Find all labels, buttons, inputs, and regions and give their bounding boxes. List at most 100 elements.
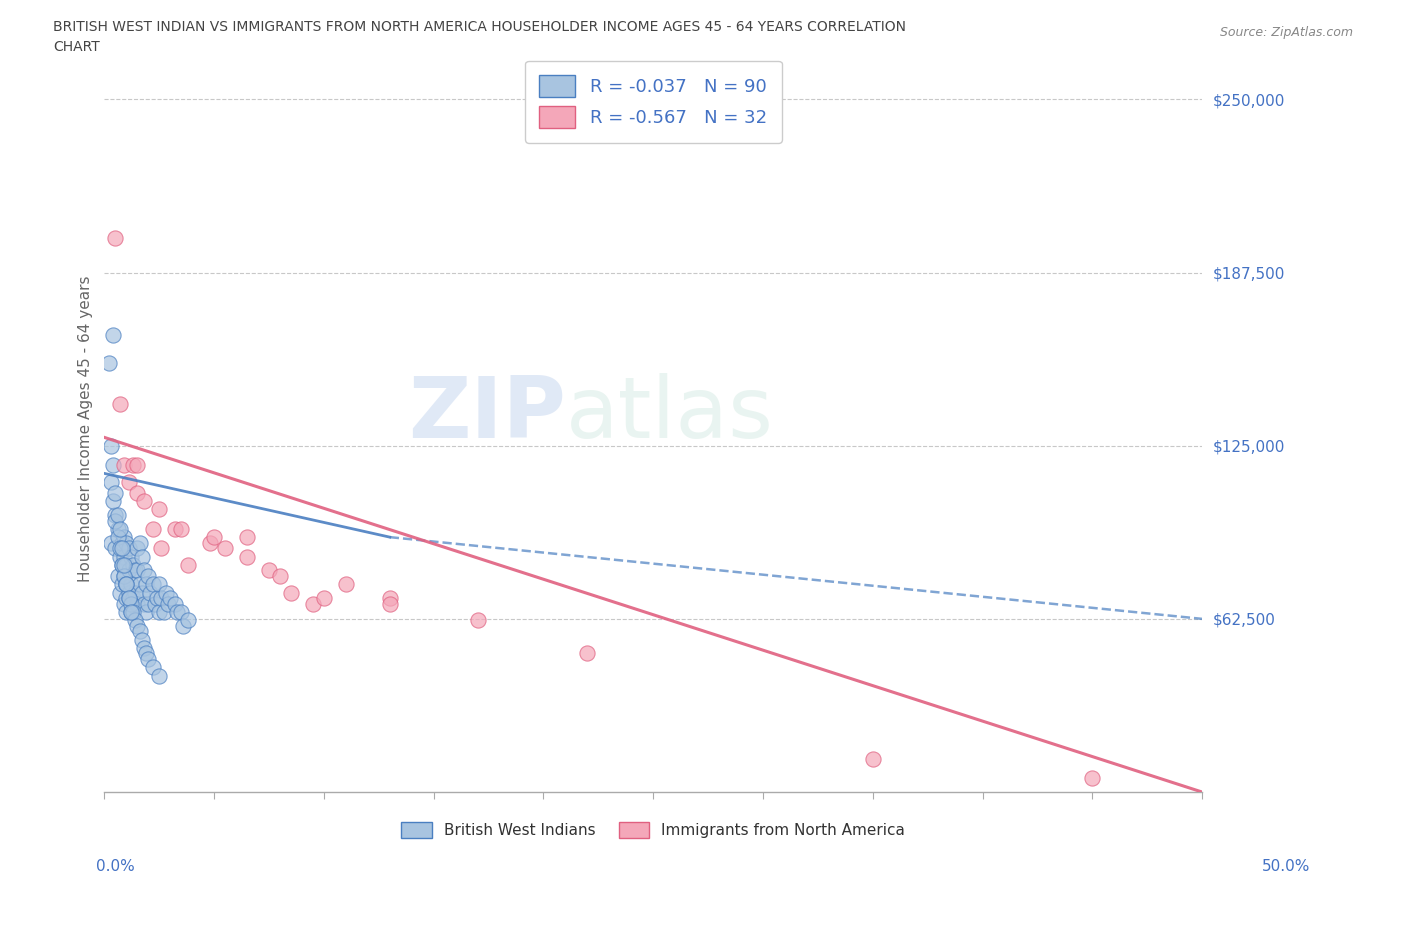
Point (214, 540, 236, 555)
Legend: British West Indians, Immigrants from North America: British West Indians, Immigrants from No… (394, 815, 912, 846)
Point (148, 502, 170, 517)
Point (269, 568, 291, 583)
Point (132, 596, 155, 611)
Text: Source: ZipAtlas.com: Source: ZipAtlas.com (1219, 26, 1353, 39)
Point (335, 577, 357, 591)
Point (107, 522, 129, 537)
Point (107, 568, 129, 583)
Point (127, 485, 149, 500)
Point (117, 540, 139, 555)
Point (136, 568, 159, 583)
Point (378, 591, 401, 605)
Point (163, 522, 186, 537)
Point (117, 585, 139, 600)
Point (101, 494, 124, 509)
Point (132, 563, 155, 578)
Point (115, 604, 138, 619)
Point (107, 530, 129, 545)
Point (115, 591, 138, 605)
Point (111, 540, 134, 555)
Point (576, 646, 599, 661)
Point (104, 231, 127, 246)
Point (202, 530, 225, 545)
Point (150, 591, 173, 605)
Point (101, 327, 124, 342)
Point (112, 596, 135, 611)
Text: ZIP: ZIP (408, 373, 565, 456)
Point (198, 536, 221, 551)
Point (146, 591, 169, 605)
Point (131, 585, 153, 600)
Point (148, 577, 170, 591)
Point (166, 604, 188, 619)
Y-axis label: Householder Income Ages 45 - 64 years: Householder Income Ages 45 - 64 years (79, 276, 93, 582)
Point (128, 624, 150, 639)
Point (112, 557, 135, 572)
Point (170, 604, 193, 619)
Point (122, 557, 145, 572)
Point (136, 652, 159, 667)
Point (104, 508, 127, 523)
Point (120, 549, 142, 564)
Point (107, 508, 129, 523)
Point (170, 522, 193, 537)
Point (112, 530, 135, 545)
Point (143, 596, 166, 611)
Point (100, 438, 122, 453)
Point (104, 540, 127, 555)
Point (115, 577, 138, 591)
Point (117, 591, 139, 605)
Point (111, 557, 134, 572)
Point (115, 557, 138, 572)
Point (132, 641, 155, 656)
Text: 0.0%: 0.0% (96, 859, 135, 874)
Text: BRITISH WEST INDIAN VS IMMIGRANTS FROM NORTH AMERICA HOUSEHOLDER INCOME AGES 45 : BRITISH WEST INDIAN VS IMMIGRANTS FROM N… (53, 20, 907, 34)
Point (111, 577, 134, 591)
Point (104, 513, 127, 528)
Point (148, 669, 170, 684)
Point (155, 585, 177, 600)
Point (139, 585, 162, 600)
Point (127, 458, 149, 472)
Point (152, 604, 174, 619)
Point (135, 604, 157, 619)
Point (100, 536, 122, 551)
Point (1081, 771, 1104, 786)
Point (127, 618, 149, 633)
Point (136, 596, 159, 611)
Point (378, 596, 401, 611)
Point (122, 458, 145, 472)
Point (120, 577, 142, 591)
Point (467, 613, 489, 628)
Point (115, 577, 138, 591)
Point (312, 591, 335, 605)
Point (862, 751, 884, 766)
Point (135, 646, 157, 661)
Point (120, 604, 142, 619)
Point (112, 458, 135, 472)
Point (177, 613, 200, 628)
Point (257, 563, 280, 578)
Point (236, 549, 259, 564)
Point (157, 596, 180, 611)
Point (177, 557, 200, 572)
Point (108, 549, 131, 564)
Point (115, 536, 138, 551)
Point (115, 577, 138, 591)
Point (122, 604, 145, 619)
Text: 50.0%: 50.0% (1263, 859, 1310, 874)
Point (150, 540, 173, 555)
Point (120, 604, 142, 619)
Point (172, 618, 194, 633)
Point (148, 604, 170, 619)
Point (128, 536, 150, 551)
Point (142, 577, 165, 591)
Point (108, 540, 131, 555)
Point (127, 540, 149, 555)
Point (163, 596, 186, 611)
Text: atlas: atlas (565, 373, 773, 456)
Point (142, 522, 165, 537)
Point (159, 591, 181, 605)
Point (236, 530, 259, 545)
Point (124, 613, 146, 628)
